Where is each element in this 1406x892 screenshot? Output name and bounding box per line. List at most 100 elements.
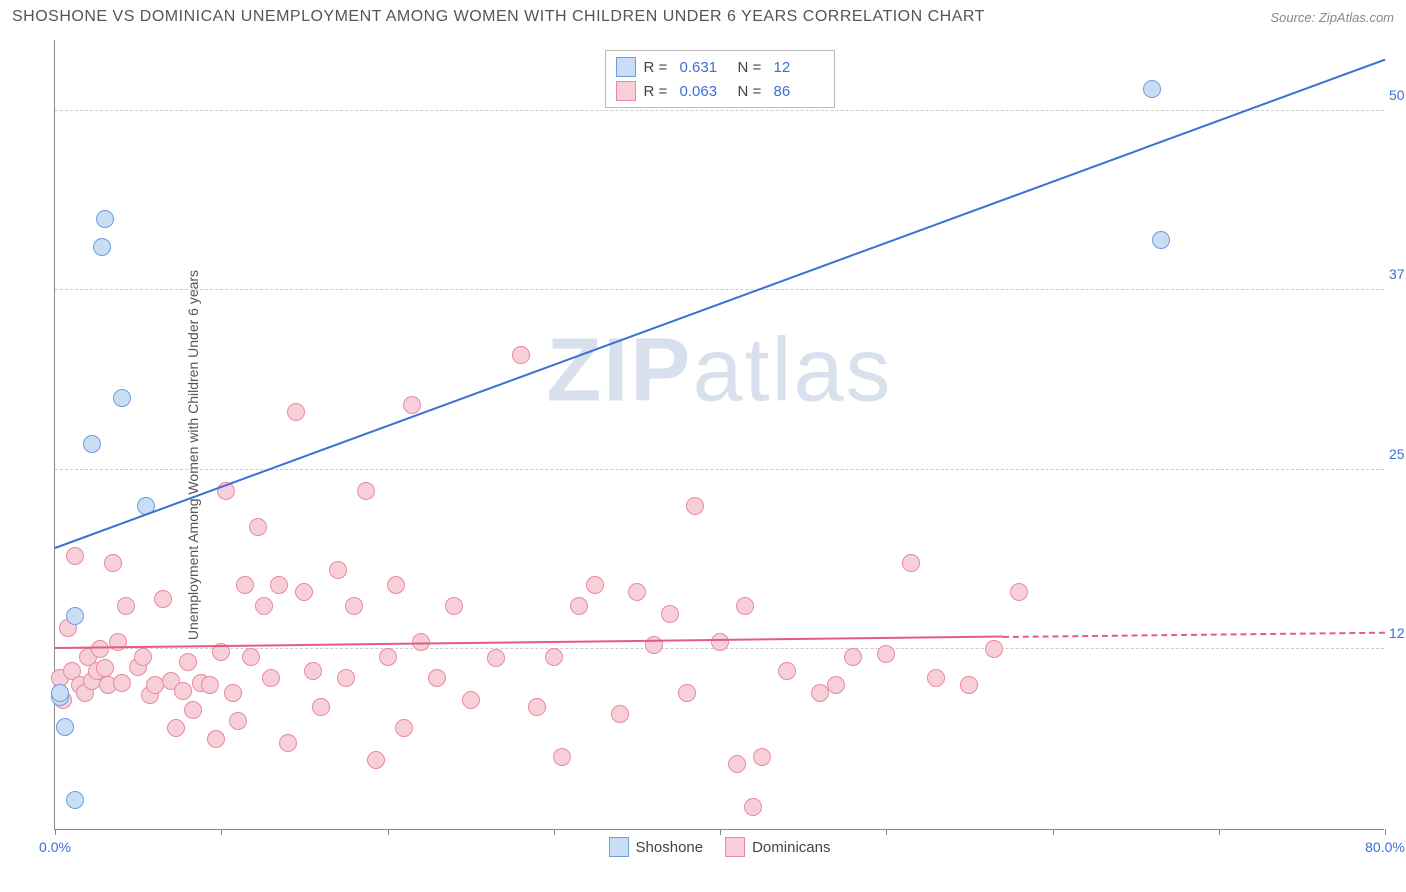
trend-line xyxy=(1003,632,1385,638)
legend-row-shoshone: R = 0.631 N = 12 xyxy=(616,55,824,79)
dominicans-point xyxy=(528,698,546,716)
dominicans-point xyxy=(877,645,895,663)
dominicans-point xyxy=(66,547,84,565)
watermark: ZIPatlas xyxy=(546,320,892,423)
dominicans-point xyxy=(753,748,771,766)
dominicans-point xyxy=(927,669,945,687)
dominicans-point xyxy=(661,605,679,623)
shoshone-point xyxy=(66,607,84,625)
shoshone-point xyxy=(66,791,84,809)
dominicans-point xyxy=(985,640,1003,658)
gridline xyxy=(55,110,1384,111)
dominicans-point xyxy=(844,648,862,666)
dominicans-point xyxy=(545,648,563,666)
dominicans-point xyxy=(512,346,530,364)
x-tick-label: 0.0% xyxy=(39,839,71,855)
x-tick-mark xyxy=(554,829,555,835)
dominicans-point xyxy=(134,648,152,666)
gridline xyxy=(55,289,1384,290)
dominicans-point xyxy=(262,669,280,687)
dominicans-point xyxy=(295,583,313,601)
dominicans-point xyxy=(628,583,646,601)
dominicans-point xyxy=(104,554,122,572)
dominicans-point xyxy=(242,648,260,666)
source-attribution: Source: ZipAtlas.com xyxy=(1270,10,1394,25)
dominicans-point xyxy=(109,633,127,651)
dominicans-point xyxy=(379,648,397,666)
r-value-dominicans: 0.063 xyxy=(680,83,730,100)
trend-line xyxy=(55,59,1386,549)
dominicans-point xyxy=(255,597,273,615)
dominicans-point xyxy=(96,659,114,677)
dominicans-point xyxy=(146,676,164,694)
legend-label-shoshone: Shoshone xyxy=(636,839,704,856)
dominicans-point xyxy=(337,669,355,687)
dominicans-point xyxy=(113,674,131,692)
swatch-dominicans xyxy=(616,81,636,101)
shoshone-point xyxy=(96,210,114,228)
dominicans-point xyxy=(279,734,297,752)
dominicans-point xyxy=(236,576,254,594)
dominicans-point xyxy=(403,396,421,414)
dominicans-point xyxy=(387,576,405,594)
dominicans-point xyxy=(902,554,920,572)
x-tick-mark xyxy=(221,829,222,835)
series-legend: Shoshone Dominicans xyxy=(609,837,831,857)
y-tick-label: 25.0% xyxy=(1389,446,1406,462)
watermark-zip: ZIP xyxy=(546,321,692,421)
dominicans-point xyxy=(249,518,267,536)
swatch-shoshone xyxy=(609,837,629,857)
dominicans-point xyxy=(553,748,571,766)
shoshone-point xyxy=(113,389,131,407)
dominicans-point xyxy=(167,719,185,737)
y-tick-label: 50.0% xyxy=(1389,87,1406,103)
dominicans-point xyxy=(91,640,109,658)
dominicans-point xyxy=(445,597,463,615)
r-value-shoshone: 0.631 xyxy=(680,59,730,76)
dominicans-point xyxy=(367,751,385,769)
x-tick-label: 80.0% xyxy=(1365,839,1405,855)
swatch-dominicans xyxy=(725,837,745,857)
dominicans-point xyxy=(184,701,202,719)
dominicans-point xyxy=(462,691,480,709)
dominicans-point xyxy=(174,682,192,700)
chart-area: Unemployment Among Women with Children U… xyxy=(0,30,1406,880)
dominicans-point xyxy=(117,597,135,615)
x-tick-mark xyxy=(1053,829,1054,835)
legend-row-dominicans: R = 0.063 N = 86 xyxy=(616,79,824,103)
dominicans-point xyxy=(744,798,762,816)
x-tick-mark xyxy=(55,829,56,835)
shoshone-point xyxy=(1143,80,1161,98)
legend-item-dominicans: Dominicans xyxy=(725,837,830,857)
swatch-shoshone xyxy=(616,57,636,77)
dominicans-point xyxy=(728,755,746,773)
n-label: N = xyxy=(738,83,766,100)
shoshone-point xyxy=(56,718,74,736)
r-label: R = xyxy=(644,59,672,76)
dominicans-point xyxy=(686,497,704,515)
chart-header: SHOSHONE VS DOMINICAN UNEMPLOYMENT AMONG… xyxy=(0,0,1406,30)
dominicans-point xyxy=(207,730,225,748)
dominicans-point xyxy=(224,684,242,702)
dominicans-point xyxy=(811,684,829,702)
watermark-atlas: atlas xyxy=(692,321,892,421)
dominicans-point xyxy=(395,719,413,737)
dominicans-point xyxy=(345,597,363,615)
dominicans-point xyxy=(287,403,305,421)
dominicans-point xyxy=(179,653,197,671)
dominicans-point xyxy=(678,684,696,702)
dominicans-point xyxy=(312,698,330,716)
dominicans-point xyxy=(711,633,729,651)
x-tick-mark xyxy=(388,829,389,835)
dominicans-point xyxy=(428,669,446,687)
dominicans-point xyxy=(201,676,219,694)
dominicans-point xyxy=(586,576,604,594)
n-label: N = xyxy=(738,59,766,76)
dominicans-point xyxy=(229,712,247,730)
dominicans-point xyxy=(270,576,288,594)
dominicans-point xyxy=(304,662,322,680)
dominicans-point xyxy=(778,662,796,680)
dominicans-point xyxy=(329,561,347,579)
dominicans-point xyxy=(736,597,754,615)
chart-title: SHOSHONE VS DOMINICAN UNEMPLOYMENT AMONG… xyxy=(12,8,985,26)
